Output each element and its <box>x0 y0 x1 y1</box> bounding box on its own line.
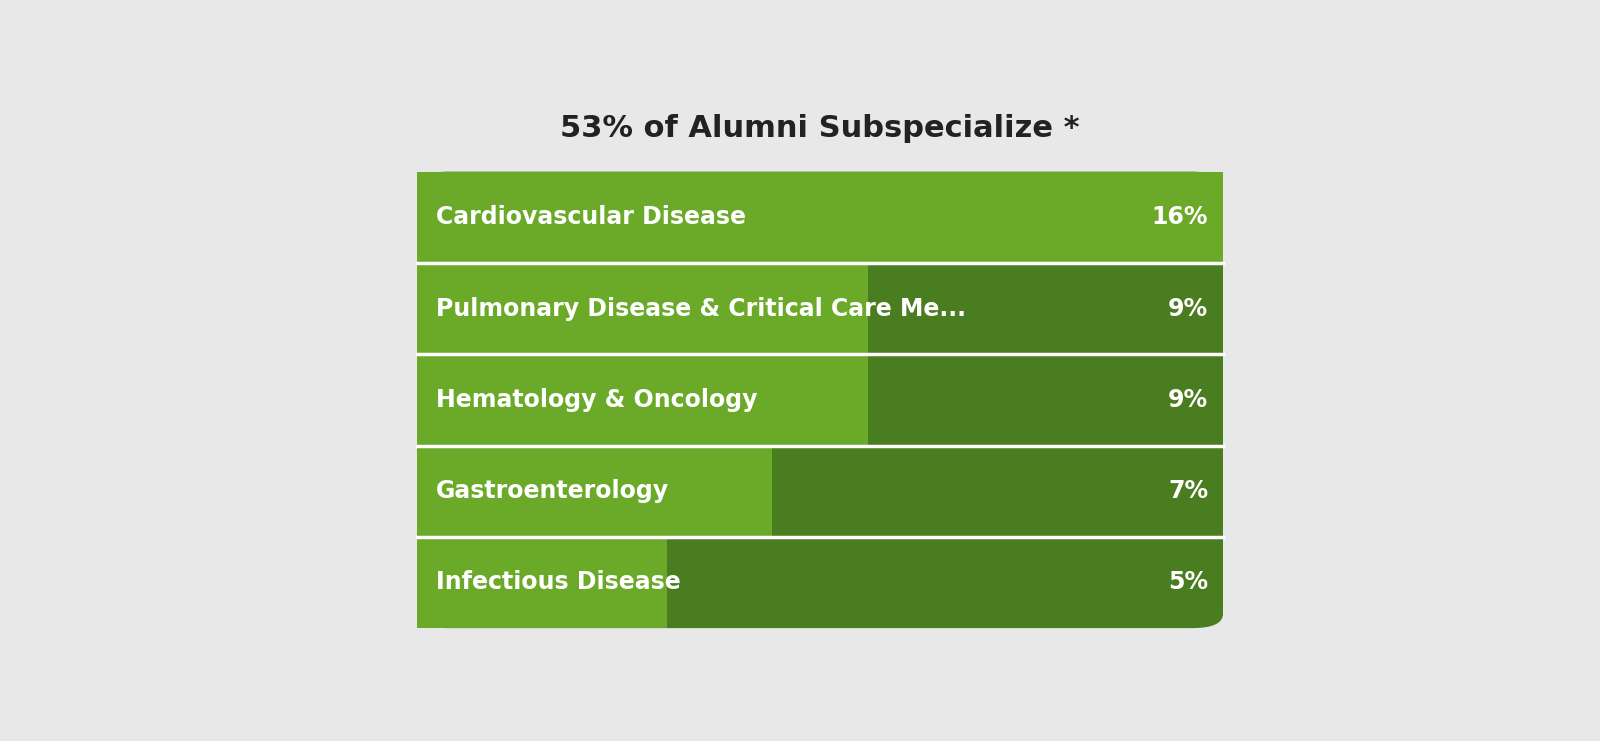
FancyBboxPatch shape <box>418 536 667 628</box>
Text: Cardiovascular Disease: Cardiovascular Disease <box>435 205 746 229</box>
Text: 9%: 9% <box>1168 296 1208 321</box>
Text: 7%: 7% <box>1168 479 1208 503</box>
Text: Pulmonary Disease & Critical Care Me...: Pulmonary Disease & Critical Care Me... <box>435 296 966 321</box>
Text: 9%: 9% <box>1168 388 1208 412</box>
FancyBboxPatch shape <box>418 263 869 354</box>
Text: 5%: 5% <box>1168 571 1208 594</box>
Text: Gastroenterology: Gastroenterology <box>435 479 669 503</box>
FancyBboxPatch shape <box>418 354 869 445</box>
Text: 16%: 16% <box>1152 205 1208 229</box>
Text: Hematology & Oncology: Hematology & Oncology <box>435 388 757 412</box>
Text: Infectious Disease: Infectious Disease <box>435 571 680 594</box>
FancyBboxPatch shape <box>418 445 771 536</box>
FancyBboxPatch shape <box>418 172 1222 263</box>
Text: 53% of Alumni Subspecialize *: 53% of Alumni Subspecialize * <box>560 114 1080 143</box>
FancyBboxPatch shape <box>418 172 1222 628</box>
